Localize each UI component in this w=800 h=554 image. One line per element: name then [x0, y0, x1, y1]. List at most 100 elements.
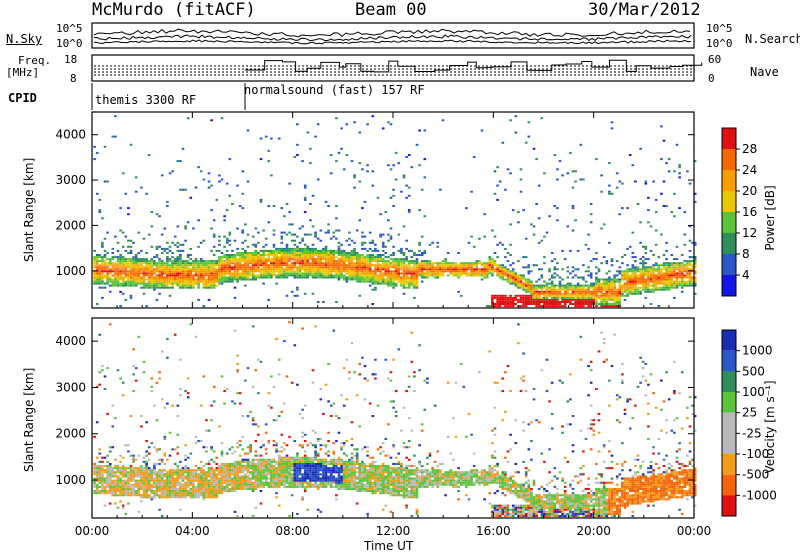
- power-cell: [337, 276, 341, 279]
- velocity-cell: [238, 392, 242, 395]
- velocity-cell: [137, 481, 141, 484]
- power-cell: [537, 217, 541, 220]
- power-cell: [501, 141, 505, 144]
- power-cell: [197, 280, 200, 283]
- power-cell: [355, 266, 359, 269]
- power-cell: [309, 258, 312, 261]
- power-cell: [563, 303, 567, 305]
- velocity-cell: [241, 487, 245, 490]
- velocity-cell: [124, 512, 128, 515]
- power-cell: [563, 294, 567, 297]
- power-cell: [374, 243, 377, 246]
- power-cell: [387, 270, 390, 273]
- power-cell: [636, 268, 640, 271]
- power-cell: [262, 254, 265, 256]
- power-cell: [267, 149, 271, 152]
- power-cell: [595, 288, 598, 291]
- power-cell: [147, 284, 151, 287]
- velocity-cell: [277, 469, 281, 472]
- power-cell: [280, 247, 284, 250]
- velocity-cell: [179, 477, 182, 480]
- power-cell: [394, 274, 398, 277]
- power-cell: [192, 270, 195, 273]
- power-cell: [293, 264, 297, 267]
- power-cell: [95, 254, 99, 256]
- velocity-cell: [93, 492, 96, 495]
- power-cell: [95, 266, 99, 269]
- velocity-cell: [251, 471, 255, 474]
- power-cell: [613, 292, 616, 295]
- velocity-cell: [199, 460, 203, 463]
- velocity-cell: [119, 479, 122, 482]
- power-cell: [688, 282, 692, 285]
- power-cell: [106, 231, 109, 234]
- velocity-cell: [225, 387, 229, 390]
- power-cell: [277, 137, 281, 140]
- velocity-cell: [194, 475, 198, 478]
- power-cell: [124, 272, 128, 275]
- power-cell: [259, 262, 263, 265]
- power-cell: [270, 272, 273, 275]
- power-cell: [199, 274, 203, 277]
- velocity-cell: [127, 471, 130, 474]
- power-cell: [119, 290, 122, 293]
- power-cell: [634, 288, 637, 291]
- power-cell: [207, 286, 211, 289]
- velocity-cell: [215, 487, 219, 490]
- power-cell: [678, 268, 681, 271]
- power-cell: [306, 264, 310, 267]
- power-cell: [301, 249, 304, 252]
- power-cell: [285, 262, 289, 265]
- power-cell: [93, 278, 96, 281]
- power-cell: [181, 262, 185, 265]
- power-cell: [259, 200, 263, 203]
- velocity-cell: [223, 485, 226, 488]
- velocity-cell: [231, 462, 234, 465]
- nave-label: Nave: [750, 65, 779, 79]
- power-cell: [662, 205, 666, 207]
- power-cell: [111, 256, 115, 259]
- velocity-cell: [254, 481, 258, 484]
- power-cell: [675, 262, 679, 265]
- velocity-cell: [153, 462, 156, 465]
- power-cell: [215, 272, 219, 275]
- velocity-cell: [207, 490, 211, 493]
- velocity-cell: [267, 465, 271, 468]
- power-cell: [197, 262, 200, 265]
- power-cell: [576, 294, 580, 297]
- power-cell: [353, 256, 356, 259]
- power-cell: [290, 274, 294, 277]
- velocity-cell: [197, 494, 200, 497]
- power-cell: [628, 286, 632, 289]
- velocity-cell: [277, 373, 281, 376]
- velocity-cell: [111, 473, 115, 476]
- power-cell: [563, 301, 567, 303]
- power-cell: [145, 286, 148, 289]
- velocity-cell: [197, 481, 200, 484]
- power-cell: [597, 296, 601, 299]
- velocity-cell: [285, 471, 289, 474]
- power-cell: [194, 258, 198, 261]
- power-cell: [501, 270, 505, 273]
- power-cell: [257, 241, 260, 244]
- power-cell: [571, 170, 575, 173]
- power-cell: [124, 264, 128, 267]
- power-cell: [504, 247, 507, 250]
- power-cell: [197, 286, 200, 289]
- power-cell: [223, 260, 226, 263]
- power-cell: [322, 247, 325, 250]
- power-cell: [218, 270, 221, 273]
- power-cell: [584, 290, 588, 293]
- velocity-cell: [132, 490, 135, 493]
- power-cell: [215, 264, 219, 267]
- velocity-cell: [290, 481, 294, 484]
- velocity-cell: [127, 494, 130, 497]
- power-cell: [431, 262, 434, 265]
- power-cell: [615, 290, 619, 293]
- power-cell: [160, 278, 164, 281]
- power-cell: [498, 276, 502, 279]
- power-cell: [496, 301, 499, 303]
- power-cell: [166, 264, 169, 267]
- velocity-cell: [129, 471, 133, 474]
- power-cell: [319, 256, 323, 259]
